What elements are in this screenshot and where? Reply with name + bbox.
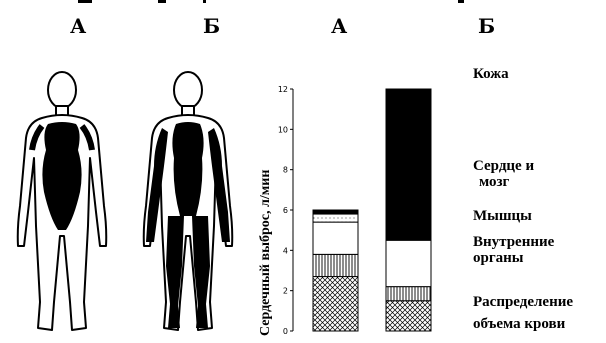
bar-segment (385, 239, 432, 288)
y-tick-label: 4 (283, 246, 288, 255)
bar-b-label: Б (478, 14, 496, 38)
torso-blood-shape-b (172, 122, 204, 216)
right-arm-blood-shape-b (208, 128, 230, 242)
scan-mark (203, 0, 206, 3)
legend-organs: Внутренние органы (473, 234, 555, 266)
left-leg-blood-shape-b (166, 216, 184, 328)
bar-segment (312, 253, 359, 278)
bar-segment (385, 286, 432, 302)
left-arm-blood-shape-b (146, 128, 168, 242)
bar-a-label: А (331, 14, 348, 38)
figure-b-label: Б (203, 14, 221, 38)
y-tick-label: 6 (283, 206, 288, 215)
figure-a-label: А (70, 14, 87, 38)
core-blood-shape-a (42, 122, 82, 230)
body-figure-b (142, 71, 234, 331)
body-figure-a (16, 71, 108, 331)
y-tick-label: 8 (283, 166, 288, 175)
scan-mark (158, 0, 166, 3)
bar-segment (312, 213, 359, 223)
bar-segment (312, 209, 359, 215)
y-tick-label: 2 (283, 287, 288, 296)
scan-mark (78, 0, 92, 3)
legend-distribution: Распределение объема крови (473, 294, 574, 332)
bar-segment (385, 300, 432, 332)
right-leg-blood-shape-b (192, 216, 210, 328)
y-tick-label: 0 (283, 327, 288, 336)
legend-skin: Кожа (473, 66, 509, 82)
y-tick-label: 10 (278, 125, 288, 134)
bar-segment (385, 88, 432, 241)
bar-segment (312, 276, 359, 332)
y-tick-label: 12 (278, 85, 288, 94)
legend-heart-brain: Сердце и мозг (473, 158, 535, 190)
bar-segment (312, 221, 359, 255)
legend-muscles: Мышцы (473, 208, 532, 224)
scan-mark (458, 0, 464, 3)
